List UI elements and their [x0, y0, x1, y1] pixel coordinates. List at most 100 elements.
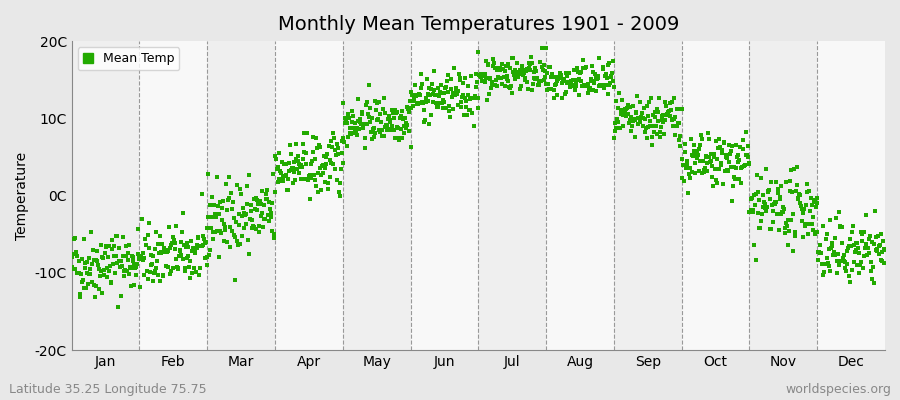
- Point: [453, 77, 467, 84]
- Point: [320, 151, 334, 158]
- Point: [865, 275, 879, 282]
- Point: [780, 222, 795, 229]
- Bar: [207, 41, 275, 350]
- Point: [867, 280, 881, 286]
- Point: [248, 226, 263, 232]
- Point: [318, 164, 332, 171]
- Point: [371, 116, 385, 122]
- Point: [245, 225, 259, 231]
- Point: [870, 248, 885, 254]
- Point: [716, 138, 731, 145]
- Point: [174, 239, 188, 245]
- Point: [295, 156, 310, 162]
- Point: [526, 75, 541, 82]
- Point: [666, 123, 680, 130]
- Point: [558, 89, 572, 96]
- Point: [805, 202, 819, 209]
- Point: [814, 250, 828, 256]
- Point: [472, 72, 487, 79]
- Point: [236, 204, 250, 211]
- Point: [706, 183, 720, 189]
- Point: [151, 272, 166, 278]
- Point: [380, 123, 394, 130]
- Point: [634, 110, 649, 117]
- Point: [92, 266, 106, 272]
- Point: [417, 119, 431, 125]
- Point: [713, 144, 727, 150]
- Point: [375, 133, 390, 139]
- Point: [698, 167, 712, 173]
- Point: [783, 188, 797, 195]
- Point: [495, 81, 509, 88]
- Point: [826, 251, 841, 258]
- Point: [798, 223, 813, 230]
- Point: [596, 66, 610, 72]
- Point: [596, 64, 610, 70]
- Point: [382, 113, 396, 120]
- Point: [817, 261, 832, 267]
- Text: Latitude 35.25 Longitude 75.75: Latitude 35.25 Longitude 75.75: [9, 383, 207, 396]
- Point: [671, 137, 686, 143]
- Point: [656, 112, 670, 118]
- Point: [476, 73, 491, 79]
- Point: [585, 87, 599, 93]
- Point: [400, 104, 414, 110]
- Point: [657, 130, 671, 137]
- Point: [796, 209, 810, 216]
- Point: [635, 122, 650, 129]
- Point: [158, 247, 173, 254]
- Point: [127, 282, 141, 288]
- Point: [405, 98, 419, 104]
- Point: [172, 253, 186, 259]
- Point: [326, 130, 340, 136]
- Point: [122, 264, 137, 270]
- Point: [612, 125, 626, 131]
- Point: [483, 75, 498, 82]
- Point: [691, 152, 706, 158]
- Point: [810, 229, 824, 236]
- Point: [477, 79, 491, 85]
- Point: [795, 218, 809, 224]
- Point: [314, 172, 328, 178]
- Point: [695, 136, 709, 142]
- Point: [499, 62, 513, 69]
- Point: [169, 256, 184, 262]
- Point: [698, 164, 712, 171]
- Point: [305, 134, 320, 140]
- Point: [720, 155, 734, 162]
- Point: [542, 64, 556, 70]
- Point: [193, 265, 207, 272]
- Point: [633, 99, 647, 106]
- Point: [424, 112, 438, 118]
- Point: [311, 189, 326, 196]
- Point: [545, 71, 560, 77]
- Point: [559, 70, 573, 76]
- Point: [281, 186, 295, 193]
- Point: [481, 62, 495, 68]
- Point: [788, 229, 802, 235]
- Point: [413, 71, 428, 78]
- Point: [437, 89, 452, 96]
- Point: [370, 100, 384, 106]
- Point: [508, 76, 522, 82]
- Point: [422, 120, 436, 127]
- Point: [221, 173, 236, 180]
- Point: [399, 125, 413, 132]
- Point: [547, 87, 562, 93]
- Point: [450, 90, 464, 97]
- Point: [153, 278, 167, 284]
- Point: [111, 232, 125, 239]
- Point: [230, 241, 245, 248]
- Point: [475, 78, 490, 84]
- Point: [242, 251, 256, 257]
- Point: [531, 82, 545, 88]
- Point: [353, 119, 367, 126]
- Point: [509, 60, 524, 66]
- Point: [874, 231, 888, 238]
- Point: [112, 264, 127, 270]
- Point: [410, 100, 424, 107]
- Point: [487, 60, 501, 66]
- Point: [571, 69, 585, 75]
- Point: [687, 148, 701, 154]
- Y-axis label: Temperature: Temperature: [15, 152, 29, 240]
